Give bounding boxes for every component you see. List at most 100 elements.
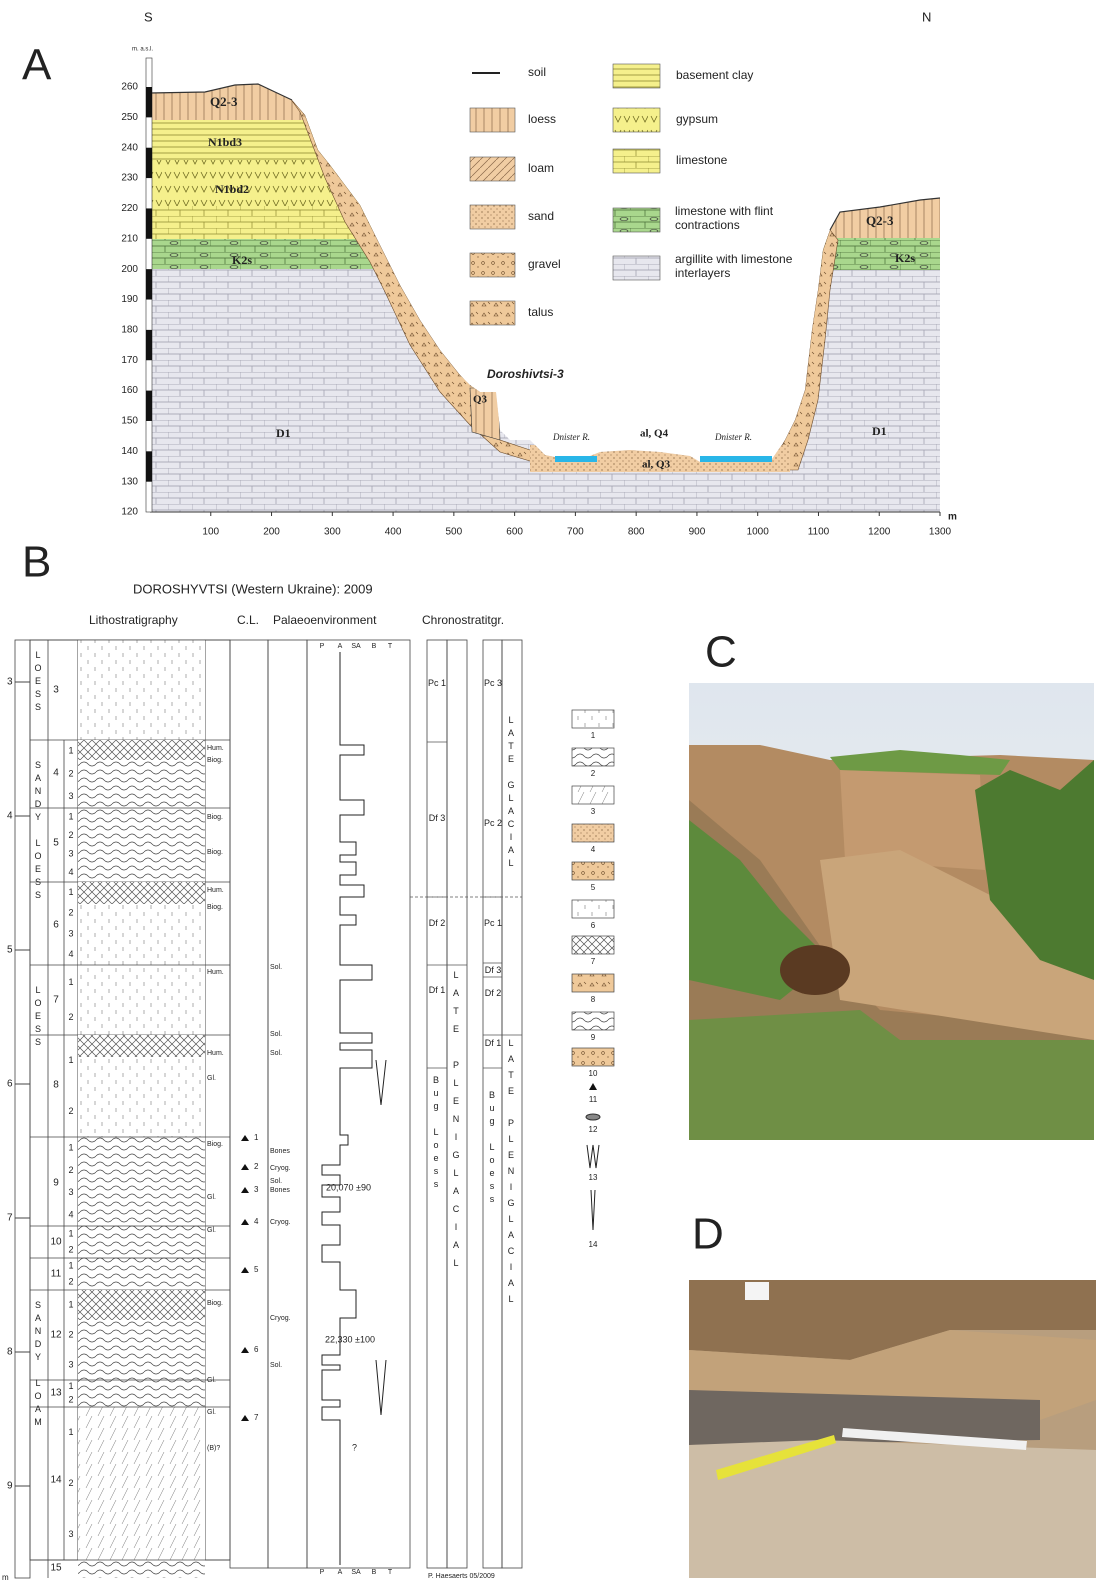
env-axis-label: T	[388, 643, 393, 650]
depth-label: 7	[7, 1213, 13, 1224]
geo-label: al, Q3	[642, 459, 671, 471]
subunit-number: 1	[68, 1299, 73, 1309]
river-label: Dnister R.	[714, 432, 752, 442]
legend-swatch	[591, 1190, 595, 1230]
subunit-number: 1	[68, 1427, 73, 1437]
subunit-number: 1	[68, 1228, 73, 1238]
legend-label: argillite with limestone interlayers	[675, 253, 815, 281]
graphic	[307, 640, 410, 1568]
env-axis-label: SA	[351, 1569, 361, 1576]
sample-marker	[241, 1415, 249, 1421]
x-tick-label: 900	[689, 527, 706, 538]
chrono-label: Pc 2	[484, 818, 502, 828]
subunit-number: 1	[68, 977, 73, 987]
note-label: Sol.	[270, 1178, 282, 1185]
y-tick-label: 200	[121, 264, 138, 275]
env-axis-label: B	[372, 643, 377, 650]
sample-marker	[241, 1219, 249, 1225]
x-tick-label: 1200	[868, 527, 891, 538]
subunit-number: 4	[68, 949, 73, 959]
subunit-number: 2	[68, 1395, 73, 1405]
depth-unit: m	[2, 1573, 9, 1582]
horizon-label: Biog.	[207, 814, 223, 821]
axis-segment	[146, 451, 152, 481]
column-header: C.L.	[237, 613, 259, 627]
chrono-label: Bug Loess	[431, 1075, 441, 1192]
subunit-number: 3	[68, 1529, 73, 1539]
chrono-label: Df 1	[484, 1038, 502, 1048]
geo-label: K2s	[232, 253, 252, 267]
legend-number: 8	[591, 995, 596, 1004]
env-axis-label: P	[320, 1569, 325, 1576]
legend-number: 3	[591, 807, 596, 816]
humic-horizon	[78, 1290, 205, 1320]
subunit-number: 2	[68, 1276, 73, 1286]
horizon-label: Biog.	[207, 1141, 223, 1148]
graphic	[780, 945, 850, 995]
graphic	[150, 80, 390, 269]
subunit-number: 3	[68, 1187, 73, 1197]
env-axis-label: A	[338, 643, 343, 650]
legend-swatch	[572, 786, 614, 804]
humic-horizon	[78, 1035, 205, 1057]
legend-swatch	[586, 1114, 600, 1120]
env-axis-label: T	[388, 1569, 393, 1576]
axis-segment	[146, 208, 152, 238]
horizon-label: Gl.	[207, 1377, 216, 1384]
legend-number: 10	[589, 1069, 598, 1078]
chrono-label: Df 3	[428, 813, 446, 823]
axis-unit: m	[948, 512, 957, 523]
note-label: Bones	[270, 1148, 290, 1155]
geo-label: N1bd2	[215, 182, 249, 196]
chrono-label: Df 2	[428, 918, 446, 928]
period-label: LATE GLACIAL	[506, 715, 516, 871]
legend-label: sand	[528, 209, 554, 223]
env-axis-label: SA	[351, 643, 361, 650]
y-tick-label: 210	[121, 233, 138, 244]
y-tick-label: 180	[121, 325, 138, 336]
facies-label: SANDY LOESS	[33, 760, 43, 903]
y-tick-label: 170	[121, 355, 138, 366]
chrono-label: Df 1	[428, 985, 446, 995]
x-tick-label: 500	[446, 527, 463, 538]
legend-swatch	[572, 862, 614, 880]
panel-label: A	[22, 41, 52, 90]
x-tick-label: 700	[567, 527, 584, 538]
direction: S	[144, 9, 153, 24]
legend-number: 4	[591, 845, 596, 854]
sample-number: 2	[254, 1162, 259, 1171]
lithology	[78, 1137, 205, 1226]
horizon-label: Biog.	[207, 757, 223, 764]
y-tick-label: 130	[121, 476, 138, 487]
subunit-number: 2	[68, 1244, 73, 1254]
sample-marker	[241, 1135, 249, 1141]
geo-label: Q2-3	[210, 94, 238, 109]
river	[700, 456, 772, 462]
subunit-number: 1	[68, 1260, 73, 1270]
legend-swatch	[613, 108, 660, 132]
sample-number: 7	[254, 1413, 259, 1422]
horizon-label: Gl.	[207, 1409, 216, 1416]
legend-swatch	[613, 64, 660, 88]
sample-marker	[241, 1187, 249, 1193]
legend-number: 11	[589, 1095, 598, 1104]
legend-swatch	[470, 157, 515, 181]
subunit-number: 3	[68, 791, 73, 801]
depth-label: 3	[7, 677, 13, 688]
lithology	[78, 965, 205, 1035]
legend-swatch	[470, 205, 515, 229]
x-tick-label: 1300	[929, 527, 952, 538]
axis-segment	[146, 391, 152, 421]
unit-number: 5	[53, 838, 59, 849]
flint-limestone-layer	[150, 239, 390, 269]
env-axis-label: B	[372, 1569, 377, 1576]
period-label: LATE PLENIGLACIAL	[506, 1038, 516, 1310]
subunit-number: 2	[68, 1012, 73, 1022]
legend-swatch	[572, 936, 614, 954]
x-tick-label: 300	[324, 527, 341, 538]
lithology	[78, 1380, 205, 1407]
y-tick-label: 190	[121, 294, 138, 305]
y-tick-label: 120	[121, 507, 138, 518]
subunit-number: 2	[68, 1329, 73, 1339]
graphic	[230, 640, 268, 1568]
